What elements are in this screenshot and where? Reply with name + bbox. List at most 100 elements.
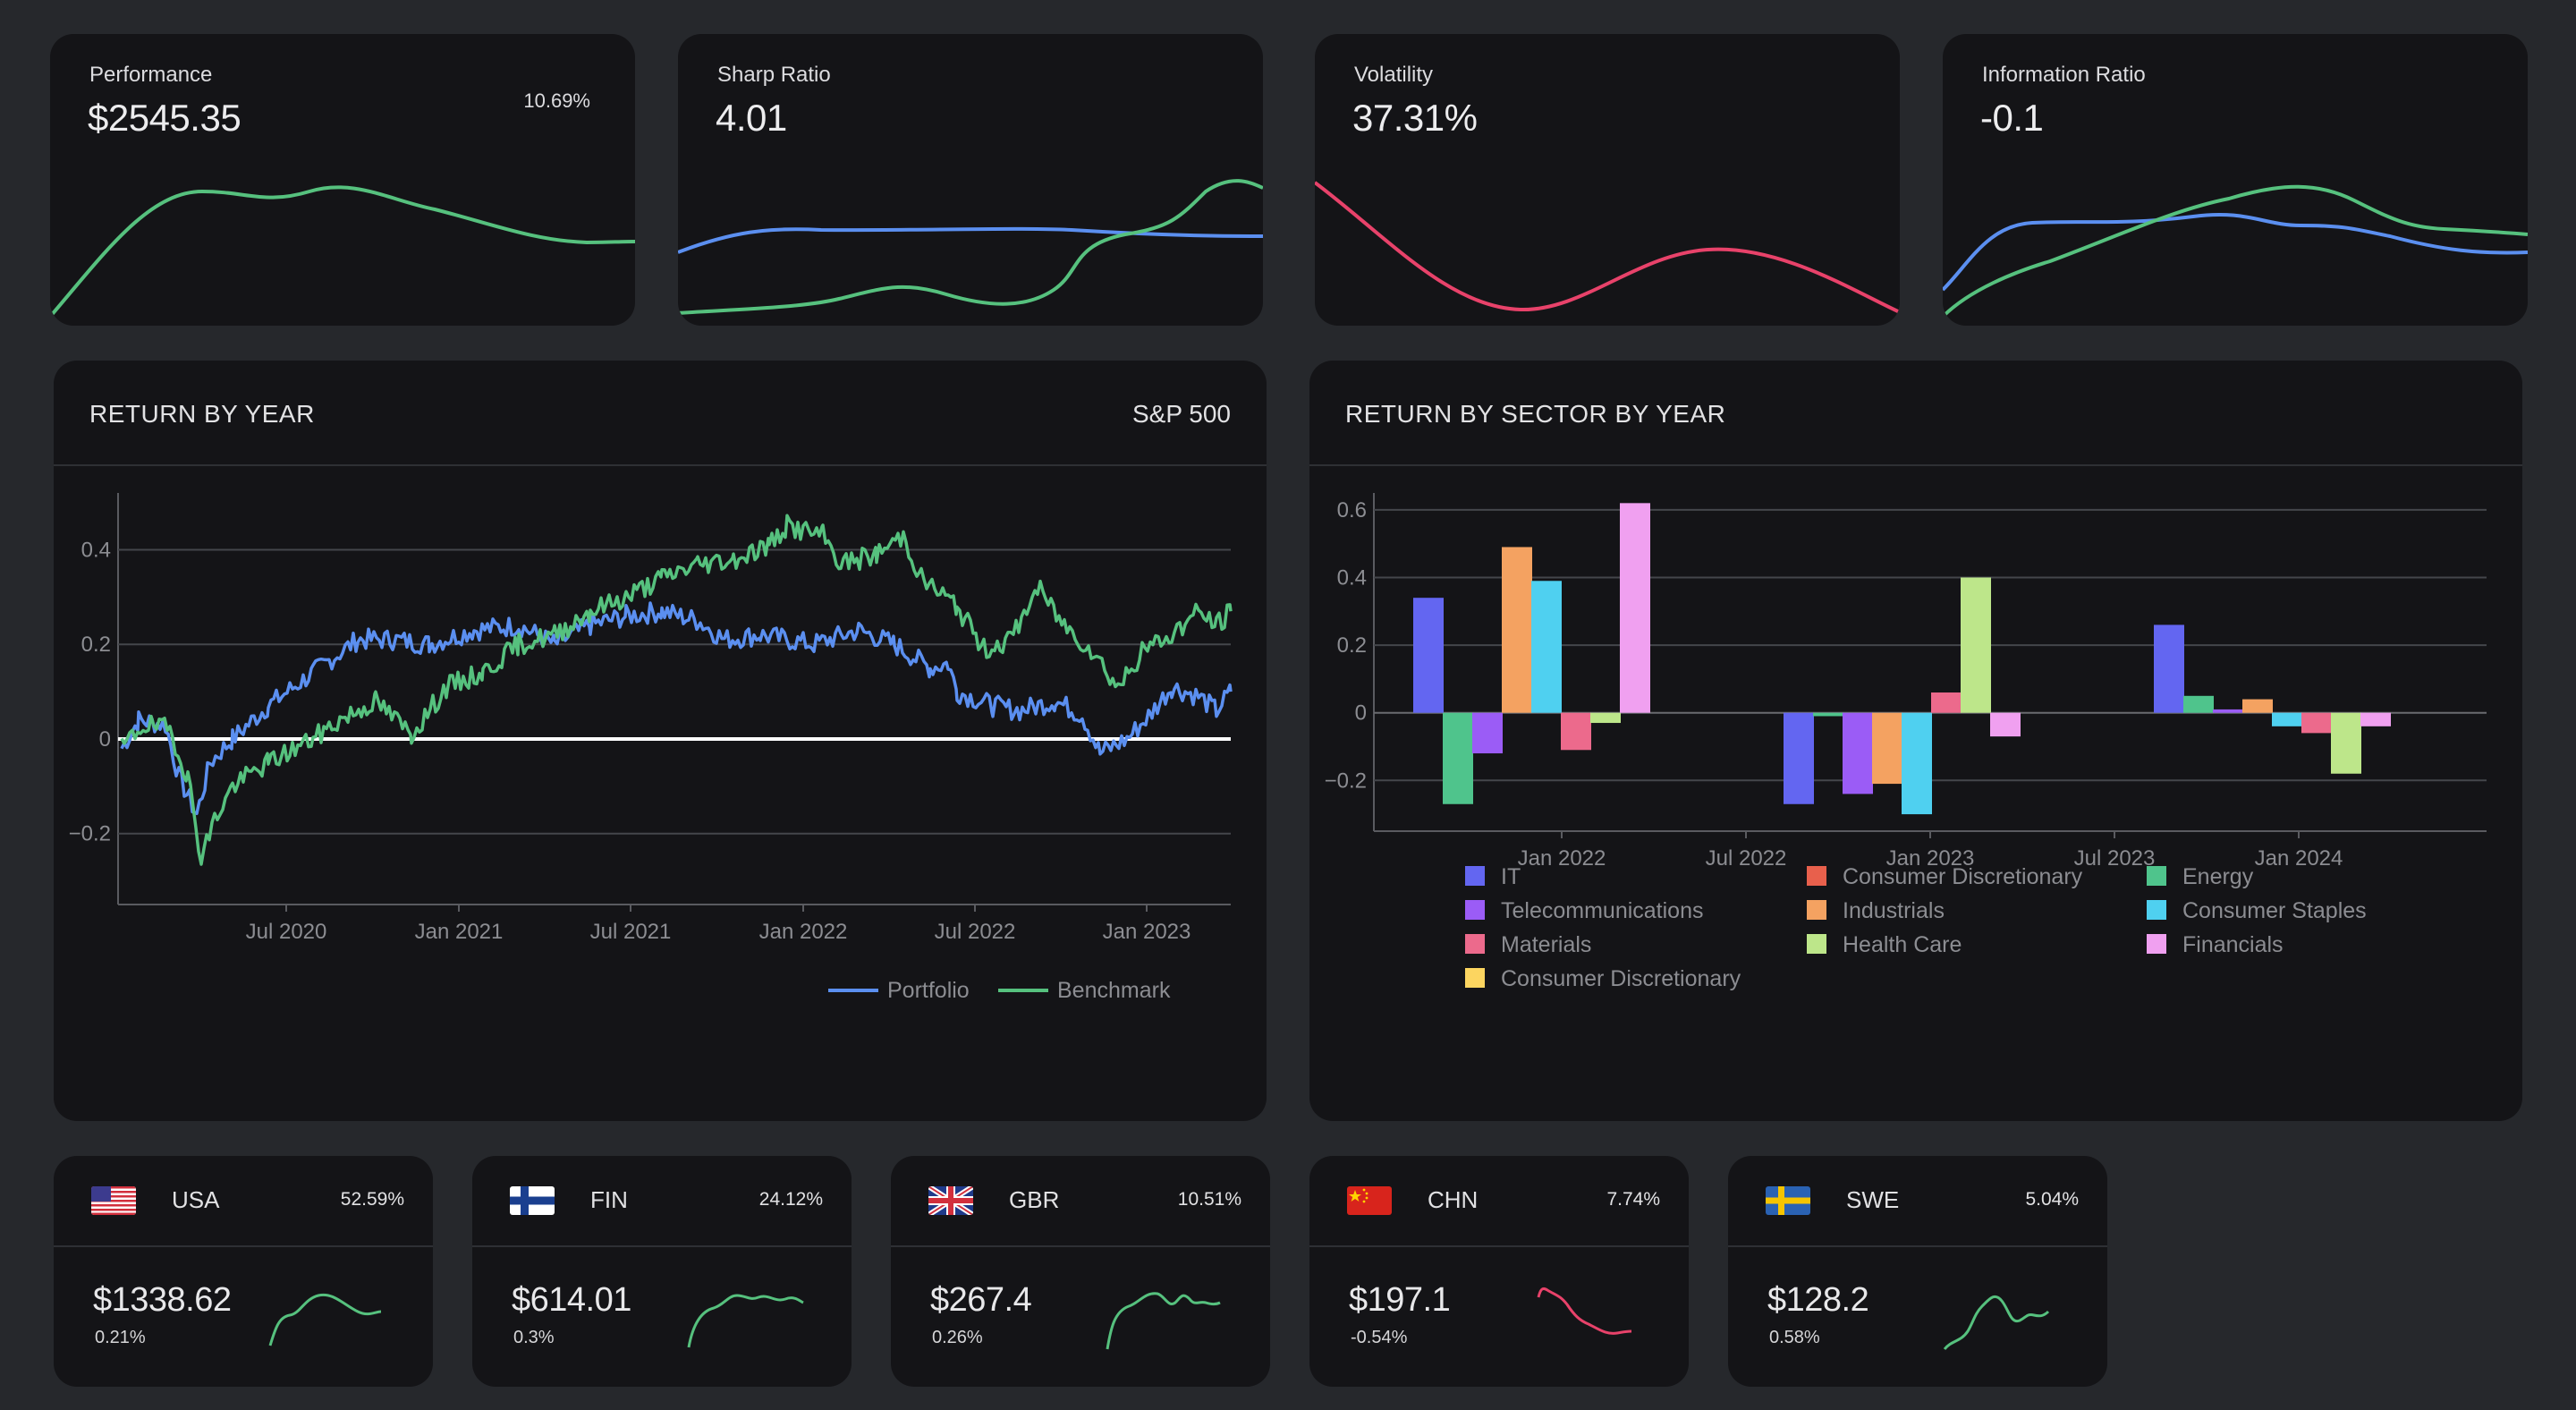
sector-bar bbox=[1902, 712, 1932, 815]
country-name: SWE bbox=[1846, 1186, 1900, 1213]
sector-bar bbox=[2331, 712, 2361, 774]
return-by-year-chart: 0.4 0.2 0 −0.2 Jul 2020 Jan 2021 Jul 2021 Jan 2… bbox=[69, 493, 1233, 1003]
panel-divider bbox=[54, 464, 1267, 466]
kpi-label: Volatility bbox=[1354, 63, 1434, 87]
legend-swatch bbox=[1465, 934, 1485, 954]
y-tick-label: 0 bbox=[1355, 701, 1367, 726]
sector-bar bbox=[1531, 581, 1562, 713]
x-tick-label: Jul 2020 bbox=[246, 920, 327, 944]
country-name: USA bbox=[172, 1186, 220, 1213]
kpi-sparkline bbox=[1943, 184, 2528, 319]
legend-swatch bbox=[1465, 866, 1485, 886]
x-tick-label: Jan 2022 bbox=[759, 920, 848, 944]
x-tick-label: Jan 2023 bbox=[1886, 846, 1975, 871]
legend-swatch bbox=[1465, 900, 1485, 920]
country-share: 10.51% bbox=[1177, 1189, 1241, 1210]
country-name: CHN bbox=[1428, 1186, 1479, 1213]
y-tick-label: 0.2 bbox=[81, 633, 111, 657]
country-name: GBR bbox=[1009, 1186, 1060, 1213]
legend-swatch bbox=[2147, 900, 2166, 920]
kpi-sparkline bbox=[678, 179, 1263, 315]
return-by-sector-panel: RETURN BY SECTOR BY YEAR 0.6 0.4 0.2 0 −0.2 J… bbox=[1309, 361, 2522, 1121]
y-tick-label: 0.2 bbox=[1337, 633, 1367, 658]
benchmark-series-line bbox=[120, 514, 1233, 866]
country-card-gbr[interactable]: GBR 10.51% $267.4 0.26% bbox=[891, 1156, 1270, 1387]
country-value: $128.2 bbox=[1767, 1281, 1869, 1319]
country-change: 0.58% bbox=[1769, 1328, 1820, 1347]
kpi-sparkline bbox=[1315, 181, 1900, 314]
sector-bar bbox=[2154, 624, 2184, 713]
sector-bar bbox=[2272, 712, 2302, 726]
card-divider bbox=[1728, 1245, 2107, 1247]
legend-swatch bbox=[1807, 866, 1826, 886]
legend-label: IT bbox=[1501, 864, 1521, 889]
sector-bar bbox=[1561, 712, 1591, 751]
kpi-value: $2545.35 bbox=[88, 97, 242, 139]
kpi-value: -0.1 bbox=[1980, 97, 2044, 139]
country-sparkline bbox=[1943, 1295, 2050, 1351]
card-divider bbox=[54, 1245, 433, 1247]
country-change: -0.54% bbox=[1351, 1328, 1408, 1347]
sector-bar bbox=[2301, 712, 2332, 734]
sector-bar bbox=[1813, 712, 1843, 717]
legend-swatch bbox=[2147, 866, 2166, 886]
panel-title: RETURN BY YEAR bbox=[89, 400, 315, 428]
legend-label: Financials bbox=[2182, 932, 2284, 957]
x-tick-label: Jan 2024 bbox=[2255, 846, 2343, 871]
country-value: $197.1 bbox=[1349, 1281, 1451, 1319]
country-card-fin[interactable]: FIN 24.12% $614.01 0.3% bbox=[472, 1156, 852, 1387]
sector-bar bbox=[1620, 503, 1650, 713]
swe-flag-icon bbox=[1766, 1186, 1810, 1215]
kpi-label: Performance bbox=[89, 63, 213, 87]
kpi-card-volatility: Volatility 37.31% bbox=[1315, 34, 1900, 326]
legend-swatch bbox=[1465, 968, 1485, 988]
sector-bar bbox=[1413, 598, 1444, 713]
usa-flag-icon bbox=[91, 1186, 136, 1215]
x-tick-label: Jul 2023 bbox=[2074, 846, 2156, 871]
country-card-chn[interactable]: CHN 7.74% $197.1 -0.54% bbox=[1309, 1156, 1689, 1387]
kpi-card-sharp-ratio: Sharp Ratio 4.01 bbox=[678, 34, 1263, 326]
legend-label: Telecommunications bbox=[1501, 898, 1704, 923]
fin-flag-icon bbox=[510, 1186, 555, 1215]
kpi-value: 37.31% bbox=[1352, 97, 1478, 139]
y-tick-label: 0.6 bbox=[1337, 498, 1367, 522]
legend-label: Consumer Staples bbox=[2182, 898, 2367, 923]
legend-label: Energy bbox=[2182, 864, 2254, 889]
x-tick-label: Jan 2022 bbox=[1518, 846, 1606, 871]
legend-label: Health Care bbox=[1843, 932, 1962, 957]
portfolio-series-line bbox=[120, 601, 1233, 816]
legend-label: Consumer Discretionary bbox=[1843, 864, 2083, 889]
legend-swatch bbox=[2147, 934, 2166, 954]
kpi-label: Information Ratio bbox=[1982, 63, 2146, 87]
country-change: 0.26% bbox=[932, 1328, 983, 1347]
country-card-swe[interactable]: SWE 5.04% $128.2 0.58% bbox=[1728, 1156, 2107, 1387]
kpi-change: 10.69% bbox=[523, 89, 590, 112]
legend-label: Consumer Discretionary bbox=[1501, 966, 1741, 991]
sector-bar bbox=[1931, 692, 1962, 713]
country-card-usa[interactable]: USA 52.59% $1338.62 0.21% bbox=[54, 1156, 433, 1387]
country-share: 24.12% bbox=[758, 1189, 823, 1210]
sector-bar bbox=[1784, 712, 1814, 804]
sector-bar bbox=[1843, 712, 1873, 794]
panel-title: RETURN BY SECTOR BY YEAR bbox=[1345, 400, 1726, 428]
legend-label: Industrials bbox=[1843, 898, 1945, 923]
panel-divider bbox=[1309, 464, 2522, 466]
country-sparkline bbox=[687, 1294, 804, 1348]
kpi-value: 4.01 bbox=[716, 97, 787, 139]
sector-bar bbox=[1961, 577, 1991, 713]
legend-swatch bbox=[1807, 900, 1826, 920]
x-tick-label: Jan 2023 bbox=[1103, 920, 1191, 944]
country-share: 52.59% bbox=[340, 1189, 404, 1210]
legend-label: Benchmark bbox=[1057, 978, 1171, 1003]
legend-swatch bbox=[1807, 934, 1826, 954]
card-divider bbox=[472, 1245, 852, 1247]
country-sparkline bbox=[1106, 1292, 1221, 1350]
country-name: FIN bbox=[590, 1186, 628, 1213]
country-share: 5.04% bbox=[2025, 1189, 2079, 1210]
sector-bar bbox=[1443, 712, 1473, 804]
return-by-sector-chart: 0.6 0.4 0.2 0 −0.2 Jan 2022 Jul 2022 Jan 2023 Ju… bbox=[1325, 493, 2487, 991]
x-tick-label: Jul 2022 bbox=[1706, 846, 1787, 871]
y-tick-label: −0.2 bbox=[1325, 769, 1367, 793]
kpi-sparkline bbox=[50, 185, 635, 319]
x-tick-label: Jul 2022 bbox=[935, 920, 1016, 944]
